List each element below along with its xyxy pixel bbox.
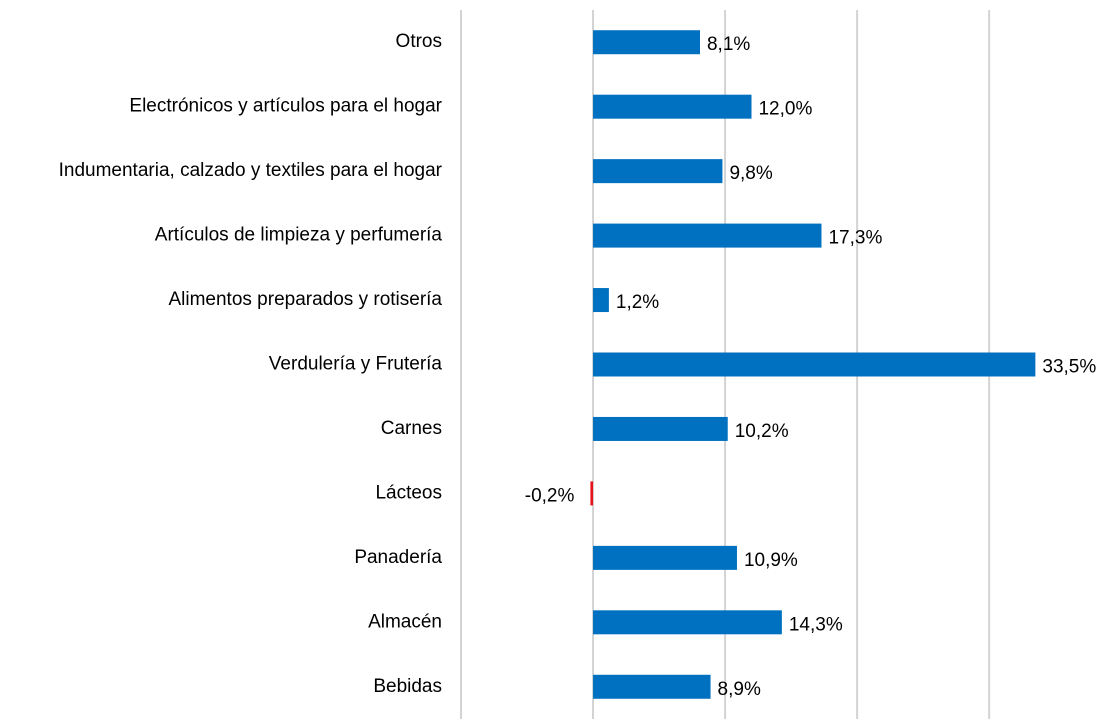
bar	[593, 288, 609, 313]
data-label: 10,2%	[735, 421, 789, 442]
data-label: 14,3%	[789, 614, 843, 635]
data-label: -0,2%	[525, 485, 575, 506]
y-tick-label: Panadería	[354, 547, 442, 568]
data-label: 8,9%	[718, 679, 761, 700]
y-tick-label: Almacén	[368, 611, 442, 632]
y-tick-label: Alimentos preparados y rotisería	[168, 289, 442, 310]
data-label: 33,5%	[1042, 357, 1096, 378]
bar	[593, 94, 752, 119]
bar	[593, 416, 728, 441]
data-label: 12,0%	[758, 99, 812, 120]
data-label: 8,1%	[707, 34, 750, 55]
data-label: 1,2%	[616, 292, 659, 313]
bar	[593, 159, 723, 184]
data-label: 10,9%	[744, 550, 798, 571]
y-tick-label: Bebidas	[373, 676, 442, 697]
y-tick-label: Carnes	[381, 418, 442, 439]
bar	[590, 481, 594, 506]
data-label: 17,3%	[828, 228, 882, 249]
bar	[593, 30, 700, 55]
bar	[593, 674, 711, 699]
y-tick-label: Verdulería y Frutería	[269, 354, 443, 375]
y-tick-label: Electrónicos y artículos para el hogar	[129, 96, 442, 117]
bar	[593, 610, 782, 635]
bar	[593, 223, 822, 248]
y-tick-label: Lácteos	[375, 482, 442, 503]
data-label: 9,8%	[729, 163, 772, 184]
y-tick-label: Otros	[396, 31, 442, 52]
bar	[593, 352, 1036, 377]
y-tick-label: Artículos de limpieza y perfumería	[155, 225, 443, 246]
y-tick-label: Indumentaria, calzado y textiles para el…	[59, 160, 443, 181]
bar	[593, 545, 737, 570]
